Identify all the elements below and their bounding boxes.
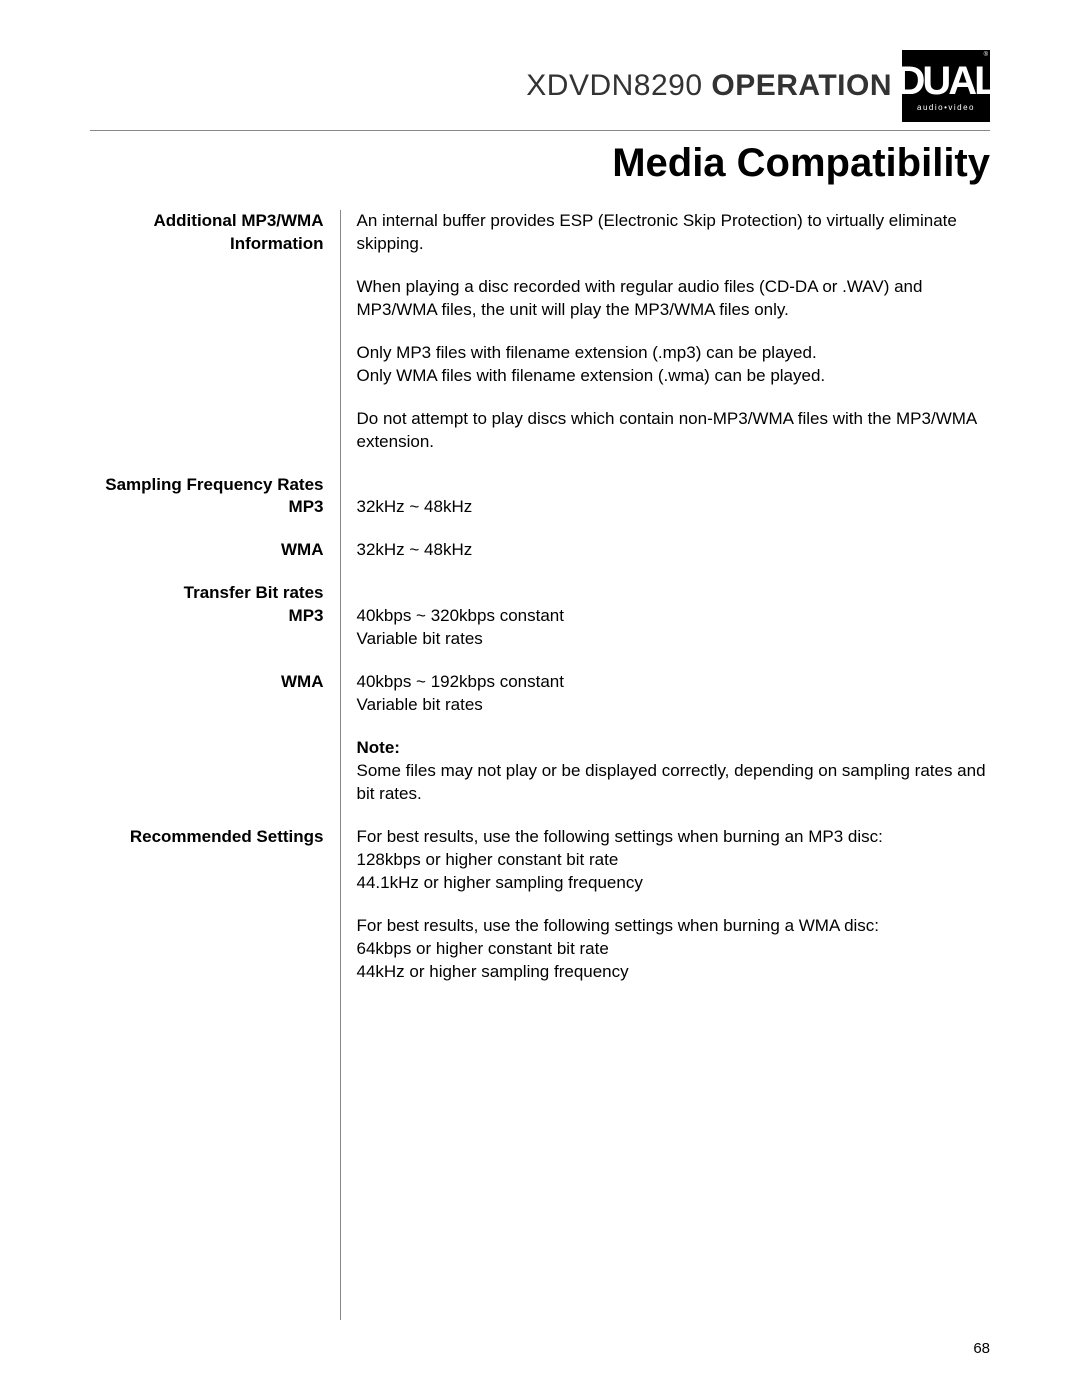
note-body: Some files may not play or be displayed … (357, 760, 991, 806)
body-bitrates-wma: 40kbps ~ 192kbps constant Variable bit r… (340, 671, 990, 717)
brand-logo: ® DUAL audio•video (902, 50, 990, 122)
label-recommended: Recommended Settings (90, 826, 340, 1004)
para-extensions: Only MP3 files with filename extension (… (357, 342, 991, 388)
para-warning: Do not attempt to play discs which conta… (357, 408, 991, 454)
page-header: XDVDN8290 OPERATION ® DUAL audio•video (90, 50, 990, 122)
body-sampling-mp3: 32kHz ~ 48kHz (340, 474, 990, 520)
label-sampling-mp3: MP3 (90, 496, 324, 519)
label-bitrates-text: Transfer Bit rates (90, 582, 324, 605)
label-bitrates-mp3: MP3 (90, 605, 324, 628)
operation-label: OPERATION (711, 69, 892, 102)
rec-mp3-2: 128kbps or higher constant bit rate (357, 849, 991, 872)
rec-wma-2: 64kbps or higher constant bit rate (357, 938, 991, 961)
rec-wma: For best results, use the following sett… (357, 915, 991, 984)
body-bitrates-mp3: 40kbps ~ 320kbps constant Variable bit r… (340, 582, 990, 651)
note-label: Note: (357, 737, 991, 760)
header-rule (90, 130, 990, 131)
label-sampling: Sampling Frequency Rates MP3 (90, 474, 340, 520)
label-bitrates-wma: WMA (90, 671, 340, 717)
rec-wma-3: 44kHz or higher sampling frequency (357, 961, 991, 984)
label-note-empty (90, 737, 340, 806)
header-title: XDVDN8290 OPERATION (526, 69, 892, 103)
body-note: Note: Some files may not play or be disp… (340, 737, 990, 806)
val-bitrates-mp3-2: Variable bit rates (357, 628, 991, 651)
val-bitrates-wma-1: 40kbps ~ 192kbps constant (357, 671, 991, 694)
model-number: XDVDN8290 (526, 69, 702, 102)
line-mp3-ext: Only MP3 files with filename extension (… (357, 342, 991, 365)
val-sampling-mp3: 32kHz ~ 48kHz (357, 496, 991, 519)
val-bitrates-wma-2: Variable bit rates (357, 694, 991, 717)
logo-subtext: audio•video (917, 103, 975, 112)
para-esp: An internal buffer provides ESP (Electro… (357, 210, 991, 256)
body-additional-info: An internal buffer provides ESP (Electro… (340, 210, 990, 474)
rec-mp3: For best results, use the following sett… (357, 826, 991, 895)
body-recommended: For best results, use the following sett… (340, 826, 990, 1004)
para-mixed-disc: When playing a disc recorded with regula… (357, 276, 991, 322)
label-additional-info: Additional MP3/WMA Information (90, 210, 340, 474)
rec-mp3-1: For best results, use the following sett… (357, 826, 991, 849)
page: XDVDN8290 OPERATION ® DUAL audio•video M… (0, 0, 1080, 1397)
val-bitrates-mp3-1: 40kbps ~ 320kbps constant (357, 605, 991, 628)
val-sampling-wma: 32kHz ~ 48kHz (340, 539, 990, 562)
line-wma-ext: Only WMA files with filename extension (… (357, 365, 991, 388)
rec-wma-1: For best results, use the following sett… (357, 915, 991, 938)
content-area: Additional MP3/WMA Information An intern… (90, 210, 990, 1320)
label-sampling-wma: WMA (90, 539, 340, 562)
label-sampling-text: Sampling Frequency Rates (90, 474, 324, 497)
content-table: Additional MP3/WMA Information An intern… (90, 210, 990, 1320)
logo-text: DUAL (896, 61, 995, 101)
section-title: Media Compatibility (90, 141, 990, 186)
registered-icon: ® (984, 52, 988, 58)
label-bitrates: Transfer Bit rates MP3 (90, 582, 340, 651)
rec-mp3-3: 44.1kHz or higher sampling frequency (357, 872, 991, 895)
page-number: 68 (90, 1320, 990, 1357)
